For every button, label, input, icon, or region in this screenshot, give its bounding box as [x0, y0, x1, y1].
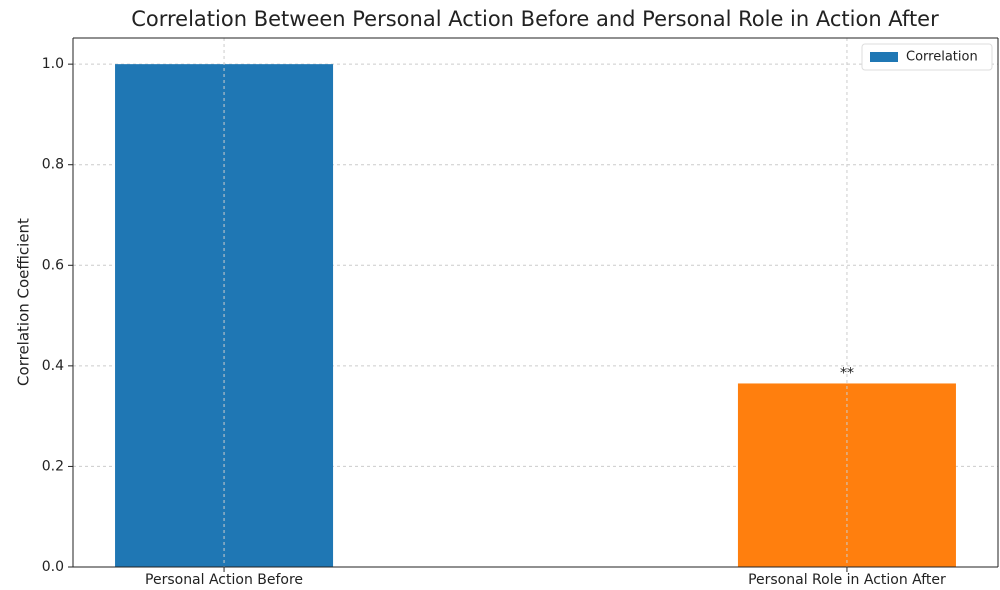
x-tick-label: Personal Action Before [145, 572, 303, 588]
y-tick-label: 0.4 [42, 358, 64, 374]
y-tick-label: 0.2 [42, 458, 64, 474]
y-axis-label: Correlation Coefficient [15, 218, 33, 386]
y-tick-label: 0.6 [42, 257, 64, 273]
annotation: ** [840, 365, 854, 381]
legend-label: Correlation [906, 50, 978, 65]
y-tick-label: 0.0 [42, 559, 64, 575]
legend-box [861, 43, 993, 71]
y-tick-label: 1.0 [42, 56, 64, 72]
chart-title: Correlation Between Personal Action Befo… [131, 7, 939, 31]
x-tick-label: Personal Role in Action After [748, 572, 946, 588]
legend-swatch [870, 52, 898, 62]
y-tick-label: 0.8 [42, 157, 64, 173]
